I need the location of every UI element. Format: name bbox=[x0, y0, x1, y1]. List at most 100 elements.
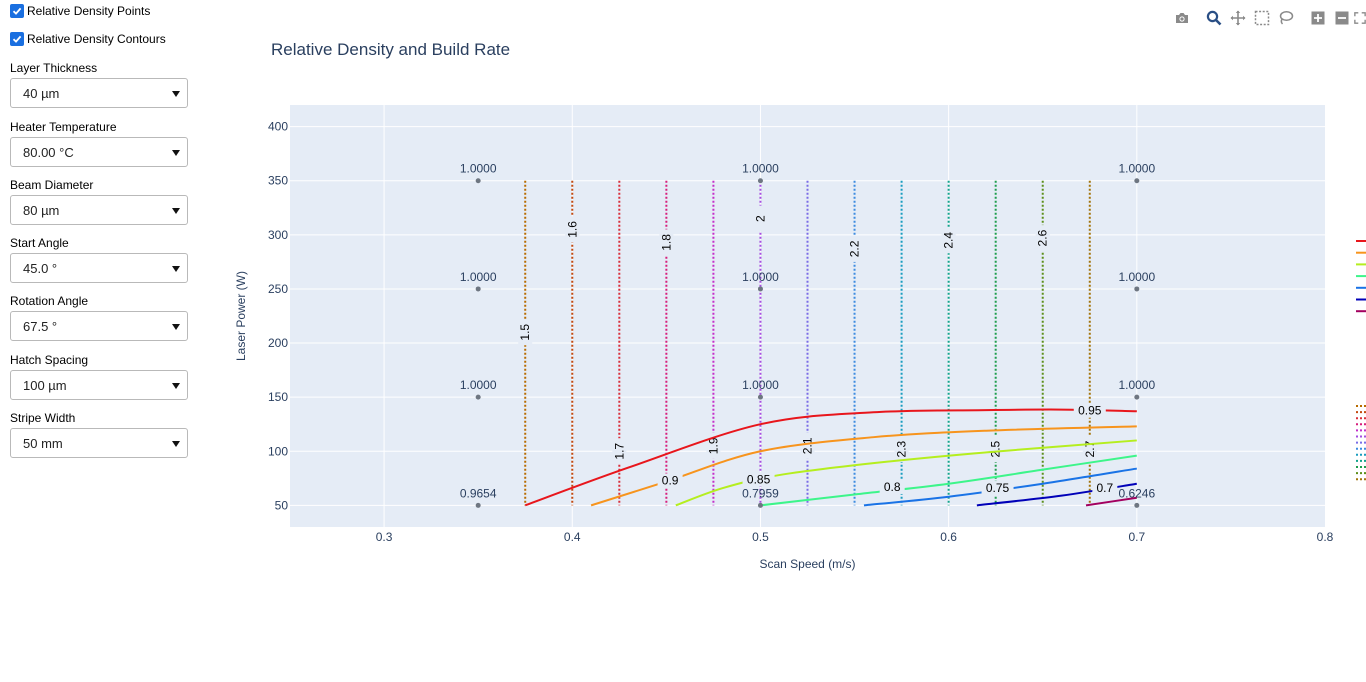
density-point-label: 0.9654 bbox=[460, 486, 497, 500]
density-contour-line bbox=[760, 454, 1137, 507]
checkbox-checked-icon[interactable] bbox=[10, 4, 24, 18]
contour-label-background bbox=[1035, 225, 1050, 252]
density-point-label: 1.0000 bbox=[460, 378, 497, 392]
build-rate-contour-label: 2 bbox=[753, 215, 767, 222]
contour-label-background bbox=[612, 438, 627, 465]
y-tick-label: 200 bbox=[268, 336, 288, 350]
zoom-icon[interactable] bbox=[1204, 8, 1224, 28]
density-contour-label: 0.75 bbox=[986, 481, 1010, 495]
contour-label-background bbox=[753, 205, 768, 232]
contour-label-background bbox=[981, 481, 1014, 496]
stripe-width-select[interactable]: 50 mm bbox=[10, 428, 188, 458]
build-rate-contour-label: 1.7 bbox=[612, 443, 626, 460]
zoom-in-icon[interactable] bbox=[1308, 8, 1328, 28]
y-tick-label: 400 bbox=[268, 120, 288, 134]
start-angle-label: Start Angle bbox=[10, 236, 69, 250]
plot-area bbox=[290, 105, 1325, 527]
contour-label-background bbox=[847, 235, 862, 262]
density-point bbox=[475, 178, 481, 184]
checkbox-label: Relative Density Points bbox=[27, 4, 151, 18]
autoscale-icon[interactable] bbox=[1354, 8, 1366, 28]
checkbox-checked-icon[interactable] bbox=[10, 32, 24, 46]
y-tick-label: 350 bbox=[268, 174, 288, 188]
density-point bbox=[757, 286, 763, 292]
build-rate-contour-label: 1.6 bbox=[565, 221, 579, 238]
selected-value: 100 µm bbox=[23, 378, 67, 393]
density-contour-label: 0.8 bbox=[884, 480, 901, 494]
y-tick-label: 150 bbox=[268, 390, 288, 404]
contour-label-background bbox=[659, 229, 674, 256]
start-angle-select[interactable]: 45.0 ° bbox=[10, 253, 188, 283]
layer-thickness-label: Layer Thickness bbox=[10, 61, 98, 75]
density-point bbox=[1134, 394, 1140, 400]
beam-diameter-select[interactable]: 80 µm bbox=[10, 195, 188, 225]
build-rate-contour-label: 2.4 bbox=[942, 232, 956, 249]
chevron-down-icon bbox=[172, 150, 180, 156]
density-contour-line bbox=[524, 408, 1137, 507]
selected-value: 67.5 ° bbox=[23, 319, 58, 334]
chevron-down-icon bbox=[172, 383, 180, 389]
build-rate-contour-label: 2.3 bbox=[895, 440, 909, 457]
x-tick-label: 0.4 bbox=[564, 530, 581, 544]
density-contour-label: 0.7 bbox=[1096, 481, 1113, 495]
selected-value: 45.0 ° bbox=[23, 261, 58, 276]
y-tick-label: 50 bbox=[275, 498, 289, 512]
density-point-label: 1.0000 bbox=[460, 162, 497, 176]
build-rate-contour-label: 1.5 bbox=[518, 324, 532, 341]
checkbox-relative-density-contours[interactable]: Relative Density Contours bbox=[10, 32, 166, 46]
y-tick-label: 300 bbox=[268, 228, 288, 242]
density-point bbox=[475, 394, 481, 400]
density-point bbox=[1134, 502, 1140, 508]
x-tick-label: 0.3 bbox=[376, 530, 393, 544]
build-rate-contour-label: 2.5 bbox=[989, 440, 1003, 457]
camera-icon[interactable] bbox=[1172, 8, 1192, 28]
zoom-out-icon[interactable] bbox=[1332, 8, 1352, 28]
rotation-angle-select[interactable]: 67.5 ° bbox=[10, 311, 188, 341]
chevron-down-icon bbox=[172, 266, 180, 272]
lasso-icon[interactable] bbox=[1276, 8, 1296, 28]
x-tick-label: 0.5 bbox=[752, 530, 769, 544]
density-point-label: 1.0000 bbox=[1118, 270, 1155, 284]
contour-label-background bbox=[742, 472, 775, 487]
density-point-label: 1.0000 bbox=[1118, 378, 1155, 392]
density-contour-line bbox=[1085, 496, 1137, 507]
contour-label-background bbox=[988, 436, 1003, 463]
density-point bbox=[757, 502, 763, 508]
build-rate-contour-label: 2.1 bbox=[801, 437, 815, 454]
pan-icon[interactable] bbox=[1228, 8, 1248, 28]
checkbox-relative-density-points[interactable]: Relative Density Points bbox=[10, 4, 150, 18]
chevron-down-icon bbox=[172, 208, 180, 214]
density-point-label: 1.0000 bbox=[1118, 162, 1155, 176]
density-contour-label: 0.9 bbox=[662, 473, 679, 487]
x-axis-title: Scan Speed (m/s) bbox=[759, 557, 855, 571]
heater-temperature-select[interactable]: 80.00 °C bbox=[10, 137, 188, 167]
x-tick-label: 0.6 bbox=[940, 530, 957, 544]
x-tick-label: 0.8 bbox=[1317, 530, 1334, 544]
chevron-down-icon bbox=[172, 441, 180, 447]
density-contour-label: 0.95 bbox=[1078, 404, 1102, 418]
y-tick-label: 100 bbox=[268, 444, 288, 458]
chevron-down-icon bbox=[172, 91, 180, 97]
layer-thickness-select[interactable]: 40 µm bbox=[10, 78, 188, 108]
contour-label-background bbox=[1092, 481, 1118, 496]
density-contour-label: 0.85 bbox=[747, 472, 771, 486]
density-contour-line bbox=[976, 482, 1137, 507]
x-tick-label: 0.7 bbox=[1128, 530, 1145, 544]
contour-label-background bbox=[894, 436, 909, 463]
selected-value: 80 µm bbox=[23, 203, 60, 218]
density-point-label: 0.7959 bbox=[742, 486, 779, 500]
box-select-icon[interactable] bbox=[1252, 8, 1272, 28]
density-point-label: 1.0000 bbox=[742, 270, 779, 284]
hatch-spacing-select[interactable]: 100 µm bbox=[10, 370, 188, 400]
contour-label-background bbox=[800, 432, 815, 459]
chart-title: Relative Density and Build Rate bbox=[271, 40, 510, 59]
contour-label-background bbox=[879, 479, 905, 494]
stripe-width-label: Stripe Width bbox=[10, 411, 76, 425]
contour-label-background bbox=[518, 319, 533, 346]
density-point-label: 1.0000 bbox=[742, 162, 779, 176]
selected-value: 40 µm bbox=[23, 86, 60, 101]
density-point-label: 1.0000 bbox=[460, 270, 497, 284]
density-point-label: 1.0000 bbox=[742, 378, 779, 392]
density-point bbox=[475, 286, 481, 292]
